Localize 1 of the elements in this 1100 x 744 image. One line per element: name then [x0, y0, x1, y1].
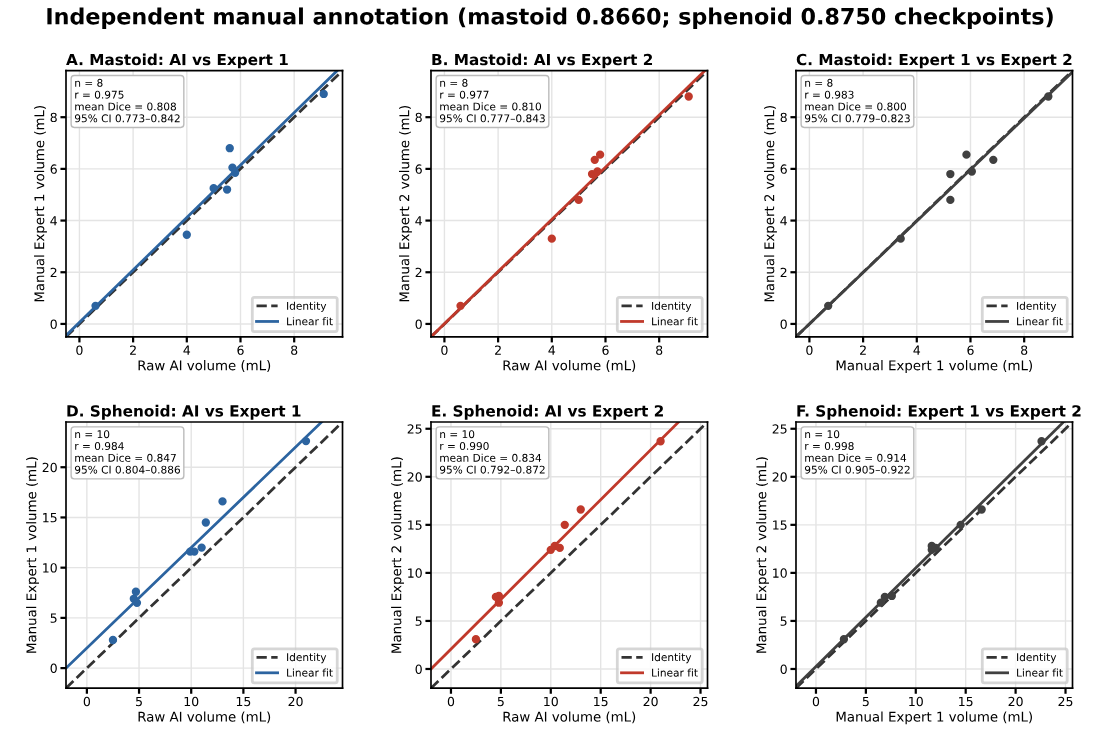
text: Independent manual annotation (mastoid 0.8660; sphenoid 0.8750 checkpoints) [47, 7, 1053, 29]
